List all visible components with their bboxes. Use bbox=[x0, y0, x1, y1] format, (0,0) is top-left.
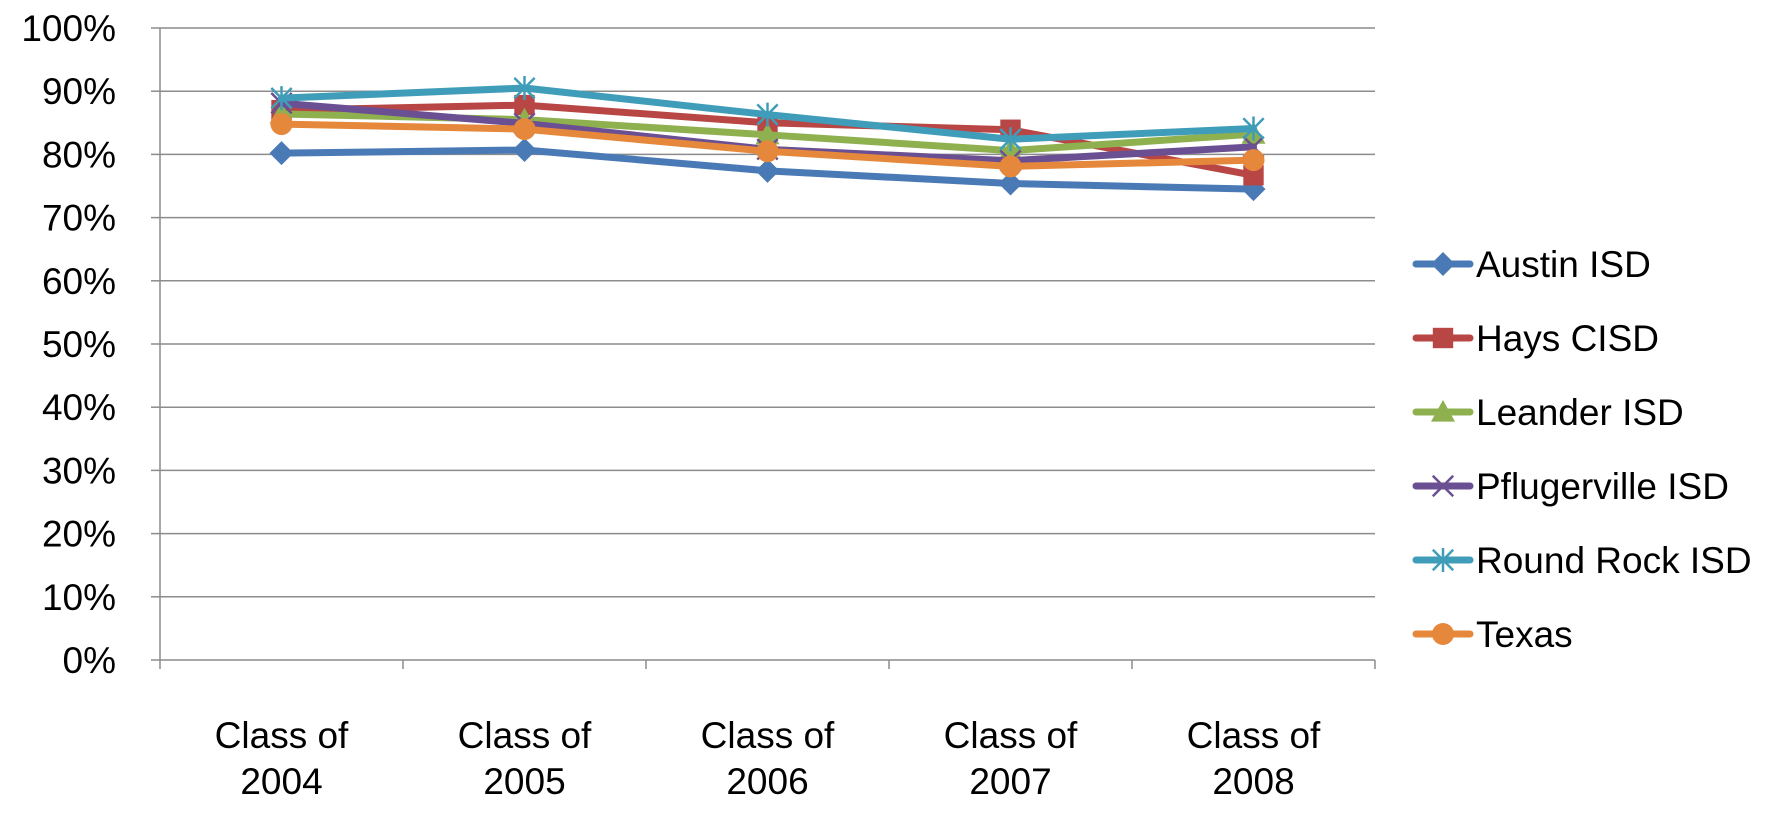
legend-label: Round Rock ISD bbox=[1476, 540, 1752, 581]
legend-item-leander-isd: Leander ISD bbox=[1412, 392, 1684, 433]
y-tick-label: 10% bbox=[42, 577, 116, 618]
data-point-austin-isd bbox=[269, 141, 294, 166]
data-point-hays-cisd bbox=[1243, 165, 1264, 186]
y-tick-label: 80% bbox=[42, 134, 116, 175]
y-tick-label: 60% bbox=[42, 261, 116, 302]
legend-item-hays-cisd: Hays CISD bbox=[1412, 318, 1659, 359]
x-tick-label: Class of 2008 bbox=[1187, 715, 1321, 802]
legend-item-austin-isd: Austin ISD bbox=[1412, 244, 1651, 285]
legend: Austin ISD Hays CISD Leander ISD Pflugervil… bbox=[1412, 244, 1752, 655]
legend-label: Hays CISD bbox=[1476, 318, 1659, 359]
data-point-austin-isd bbox=[512, 137, 537, 162]
data-point-texas bbox=[1242, 149, 1265, 172]
legend-label: Texas bbox=[1476, 614, 1573, 655]
legend-label: Austin ISD bbox=[1476, 244, 1651, 285]
data-point-round-rock-isd bbox=[1242, 116, 1265, 141]
y-tick-label: 30% bbox=[42, 450, 116, 491]
legend-marker bbox=[1432, 623, 1454, 645]
y-tick-labels: 0% 10% 20% 30% 40% 50% 60% 70% 80% 90% 100% bbox=[21, 8, 116, 681]
legend-marker bbox=[1432, 327, 1454, 349]
y-tick-label: 0% bbox=[63, 640, 116, 681]
data-point-leander-isd bbox=[755, 122, 780, 145]
data-point-texas bbox=[513, 118, 536, 141]
legend-item-pflugerville-isd: Pflugerville ISD bbox=[1412, 466, 1729, 507]
data-point-texas bbox=[999, 155, 1022, 178]
gridlines bbox=[151, 27, 1375, 661]
y-tick-label: 50% bbox=[42, 324, 116, 365]
legend-label: Leander ISD bbox=[1476, 392, 1684, 433]
data-point-texas bbox=[756, 140, 779, 163]
data-point-round-rock-isd bbox=[270, 86, 293, 111]
y-tick-label: 70% bbox=[42, 198, 116, 239]
x-tick-label: Class of 2007 bbox=[944, 715, 1078, 802]
legend-item-texas: Texas bbox=[1412, 614, 1573, 655]
data-point-hays-cisd bbox=[514, 94, 535, 116]
data-point-round-rock-isd bbox=[513, 76, 536, 101]
data-point-round-rock-isd bbox=[756, 102, 779, 127]
y-tick-label: 90% bbox=[42, 71, 116, 112]
legend-marker bbox=[1431, 548, 1455, 572]
x-tick-label: Class of 2004 bbox=[215, 715, 349, 802]
series-round-rock-isd bbox=[270, 76, 1265, 152]
data-point-austin-isd bbox=[998, 171, 1023, 196]
y-tick-label: 100% bbox=[21, 8, 116, 49]
data-point-round-rock-isd bbox=[999, 127, 1022, 152]
axes bbox=[159, 28, 1376, 669]
legend-label: Pflugerville ISD bbox=[1476, 466, 1729, 507]
x-tick-label: Class of 2005 bbox=[458, 715, 592, 802]
legend-marker bbox=[1431, 252, 1455, 276]
x-tick-label: Class of 2006 bbox=[701, 715, 835, 802]
legend-item-round-rock-isd: Round Rock ISD bbox=[1412, 540, 1752, 581]
series-texas bbox=[270, 113, 1265, 178]
x-tick-labels: Class of 2004 Class of 2005 Class of 2006 Clas… bbox=[215, 715, 1321, 802]
y-tick-label: 40% bbox=[42, 387, 116, 428]
plot-area bbox=[269, 76, 1266, 202]
data-point-texas bbox=[270, 113, 293, 136]
data-point-austin-isd bbox=[755, 158, 780, 183]
legend-marker bbox=[1431, 400, 1455, 422]
series-austin-isd bbox=[269, 137, 1266, 202]
y-tick-label: 20% bbox=[42, 514, 116, 555]
legend-marker bbox=[1431, 474, 1455, 498]
